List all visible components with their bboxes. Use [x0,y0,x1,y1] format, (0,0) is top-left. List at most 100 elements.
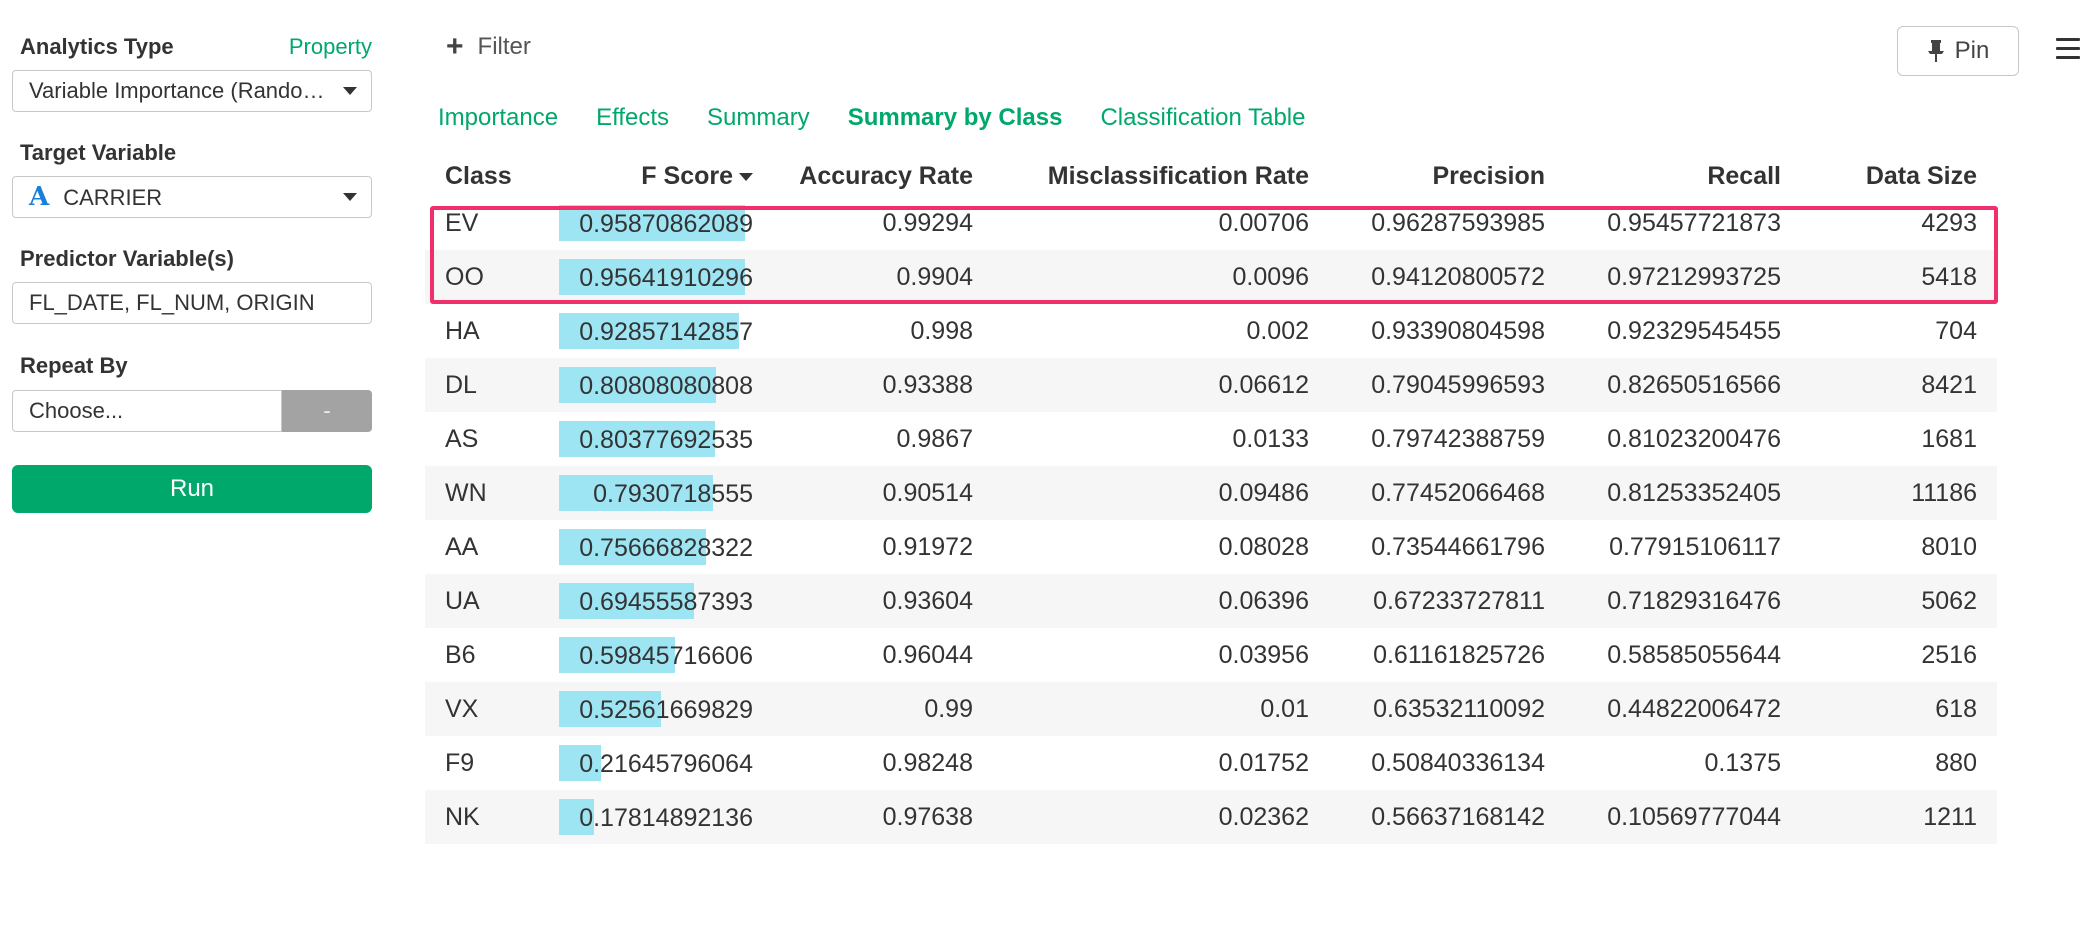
f-score-bar-wrap: 0.75666828322 [559,529,753,565]
f-score-value: 0.52561669829 [579,696,753,724]
cell-f-score: 0.95641910296 [535,250,757,304]
analytics-type-select[interactable]: Variable Importance (Random Forest) [12,70,372,112]
tab-effects[interactable]: Effects [596,104,669,131]
pin-button[interactable]: Pin [1897,26,2019,76]
cell-class: AS [445,424,479,453]
cell-data-size: 2516 [1921,640,1977,669]
table-body: EV 0.95870862089 0.99294 0.00706 0.962875939… [425,196,1997,844]
cell-class: HA [445,316,480,345]
sidebar: Analytics Type Property Variable Importa… [12,0,372,932]
cell-recall: 0.81253352405 [1565,466,1801,520]
cell-misclassification-rate: 0.00706 [1218,208,1309,237]
cell-accuracy-rate: 0.96044 [882,640,973,669]
cell-misclassification-rate: 0.0133 [1232,424,1309,453]
cell-class: NK [425,790,535,844]
cell-precision: 0.93390804598 [1371,316,1545,345]
f-score-bar [559,205,745,241]
repeat-by-select[interactable]: Choose... [12,390,282,432]
cell-accuracy-rate: 0.93604 [757,574,993,628]
f-score-bar-wrap: 0.92857142857 [559,313,753,349]
hamburger-menu-icon[interactable] [2056,38,2080,60]
f-score-bar-wrap: 0.17814892136 [559,799,753,835]
cell-precision: 0.94120800572 [1329,250,1565,304]
f-score-bar [559,529,706,565]
cell-precision: 0.96287593985 [1371,208,1545,237]
run-button[interactable]: Run [12,465,372,513]
header-recall[interactable]: Recall [1707,161,1781,190]
cell-misclassification-rate: 0.06396 [993,574,1329,628]
f-score-bar [559,367,716,403]
f-score-bar-wrap: 0.80377692535 [559,421,753,457]
table-row: B6 0.59845716606 0.96044 0.03956 0.611618257… [425,628,1997,682]
header-f-score[interactable]: F Score [535,156,757,196]
cell-f-score: 0.69455587393 [535,574,757,628]
cell-accuracy-rate: 0.99 [757,682,993,736]
cell-misclassification-rate: 0.06612 [993,358,1329,412]
sort-desc-icon [739,172,753,181]
tab-summary-by-class[interactable]: Summary by Class [847,104,1063,131]
header-precision[interactable]: Precision [1432,161,1545,190]
predictor-variables-input[interactable]: FL_DATE, FL_NUM, ORIGIN [12,282,372,324]
tab-classification-table[interactable]: Classification Table [1100,104,1306,131]
target-variable-label: Target Variable [20,140,177,165]
f-score-value: 0.80377692535 [579,426,753,454]
cell-class: DL [425,358,535,412]
header-misclassification-rate[interactable]: Misclassification Rate [1047,161,1309,190]
cell-accuracy-rate: 0.91972 [882,532,973,561]
f-score-bar-wrap: 0.95870862089 [559,205,753,241]
repeat-by-clear-button[interactable]: - [282,390,372,432]
cell-accuracy-rate: 0.97638 [757,790,993,844]
cell-precision: 0.79045996593 [1329,358,1565,412]
text-type-icon: A [29,182,50,212]
table-row: DL 0.80808080808 0.93388 0.06612 0.790459965… [425,358,1997,412]
cell-precision: 0.67233727811 [1329,574,1565,628]
f-score-value: 0.59845716606 [579,642,753,670]
filter-button[interactable]: + Filter [446,32,531,62]
f-score-value: 0.7930718555 [593,480,753,508]
cell-f-score: 0.75666828322 [535,520,757,574]
cell-class: VX [425,682,535,736]
cell-recall: 0.1375 [1704,748,1781,777]
cell-f-score: 0.95870862089 [535,196,757,250]
table-row: F9 0.21645796064 0.98248 0.01752 0.508403361… [425,736,1997,790]
f-score-bar [559,421,715,457]
f-score-bar [559,259,745,295]
f-score-value: 0.21645796064 [579,750,753,778]
table-row: OO 0.95641910296 0.9904 0.0096 0.94120800572… [425,250,1997,304]
f-score-bar [559,313,739,349]
cell-precision: 0.56637168142 [1329,790,1565,844]
f-score-value: 0.95870862089 [579,210,753,238]
header-class[interactable]: Class [445,161,512,190]
cell-data-size: 11186 [1801,466,1997,520]
pin-icon [1927,40,1944,62]
cell-accuracy-rate: 0.998 [910,316,973,345]
chevron-down-icon [343,193,357,201]
table-row: WN 0.7930718555 0.90514 0.09486 0.7745206646… [425,466,1997,520]
f-score-bar-wrap: 0.52561669829 [559,691,753,727]
header-data-size[interactable]: Data Size [1865,161,1977,190]
header-f-score-label: F Score [641,161,733,190]
cell-data-size: 5062 [1801,574,1997,628]
cell-misclassification-rate: 0.09486 [993,466,1329,520]
cell-class: F9 [445,748,475,777]
header-accuracy-rate[interactable]: Accuracy Rate [799,161,973,190]
f-score-value: 0.17814892136 [579,804,753,832]
cell-accuracy-rate: 0.90514 [757,466,993,520]
property-link[interactable]: Property [288,34,372,59]
cell-precision: 0.73544661796 [1371,532,1545,561]
cell-data-size: 1211 [1801,790,1997,844]
cell-data-size: 880 [1935,748,1977,777]
f-score-bar [559,691,661,727]
f-score-bar-wrap: 0.95641910296 [559,259,753,295]
cell-precision: 0.79742388759 [1371,424,1545,453]
target-variable-select[interactable]: A CARRIER [12,176,372,218]
cell-misclassification-rate: 0.03956 [1218,640,1309,669]
tab-importance[interactable]: Importance [438,104,559,131]
cell-misclassification-rate: 0.01752 [1218,748,1309,777]
tab-summary[interactable]: Summary [707,104,810,131]
cell-misclassification-rate: 0.01 [993,682,1329,736]
f-score-bar [559,475,713,511]
cell-recall: 0.92329545455 [1607,316,1781,345]
f-score-bar [559,799,594,835]
table-row: HA 0.92857142857 0.998 0.002 0.93390804598 0.… [425,304,1997,358]
